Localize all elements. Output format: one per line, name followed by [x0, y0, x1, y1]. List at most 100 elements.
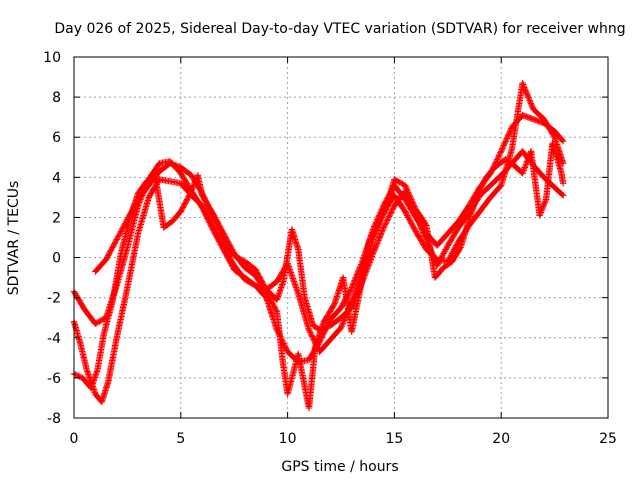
data-point: [423, 222, 438, 280]
data-point: [440, 259, 455, 271]
data-point: [220, 230, 237, 256]
data-point: [231, 262, 248, 282]
data-point: [382, 177, 398, 213]
data-point: [327, 315, 343, 329]
data-point: [209, 210, 226, 236]
y-tick-label: 10: [43, 50, 61, 66]
data-point: [365, 223, 380, 247]
data-point: [530, 105, 547, 122]
data-point: [433, 231, 450, 249]
data-point: [476, 183, 493, 199]
data-point: [455, 203, 472, 225]
data-point: [455, 211, 472, 231]
data-point: [231, 250, 248, 270]
data-point: [199, 202, 216, 228]
data-point: [160, 219, 175, 231]
data-point: [295, 246, 308, 300]
data-point: [295, 290, 312, 332]
data-point: [374, 207, 389, 229]
data-point: [220, 244, 237, 268]
data-point: [241, 258, 258, 272]
data-point: [152, 172, 167, 230]
data-point: [483, 165, 497, 181]
data-point: [508, 81, 526, 153]
y-tick-label: -2: [47, 291, 61, 307]
data-point: [498, 125, 515, 155]
data-point: [100, 300, 116, 337]
data-point: [94, 332, 107, 374]
data-point: [134, 179, 149, 197]
data-point: [536, 197, 549, 219]
data-point: [412, 206, 429, 228]
data-point: [357, 241, 372, 293]
data-point: [92, 315, 108, 327]
data-point: [92, 257, 109, 275]
y-tick-label: 4: [52, 170, 61, 186]
data-point: [412, 228, 429, 252]
data-point: [134, 195, 152, 237]
data-point: [263, 288, 280, 314]
data-point: [273, 279, 286, 303]
data-point: [559, 138, 567, 145]
data-point: [551, 134, 566, 165]
y-axis-label: SDTVAR / TECUs: [6, 181, 22, 296]
data-point: [466, 191, 481, 223]
data-point: [327, 325, 344, 343]
data-point: [70, 318, 84, 346]
x-axis-ticks: 0 5 10 15 20 25: [70, 57, 617, 447]
data-point: [348, 259, 365, 291]
y-axis-ticks: -8 -6 -4 -2 0 2 4 6 8 10: [43, 50, 608, 427]
data-point: [559, 160, 567, 167]
x-tick-label: 0: [70, 431, 79, 447]
data-point: [540, 116, 557, 140]
data-point: [316, 337, 333, 355]
y-tick-label: 2: [52, 210, 61, 226]
data-point: [559, 192, 567, 199]
x-tick-label: 5: [176, 431, 185, 447]
data-point: [105, 336, 120, 386]
data-point: [401, 208, 419, 234]
data-point: [305, 344, 319, 412]
x-tick-label: 25: [599, 431, 617, 447]
chart-title: Day 026 of 2025, Sidereal Day-to-day VTE…: [54, 21, 625, 37]
data-point: [557, 168, 567, 185]
data-point: [102, 237, 120, 263]
data-point: [301, 294, 316, 328]
data-series: [70, 79, 567, 412]
data-point: [252, 272, 269, 294]
data-point: [474, 175, 489, 197]
data-point: [487, 183, 504, 201]
data-point: [348, 288, 364, 335]
y-tick-label: 8: [52, 90, 61, 106]
data-point: [194, 172, 205, 197]
data-point: [199, 192, 216, 216]
y-tick-label: 6: [52, 130, 61, 146]
x-tick-label: 10: [279, 431, 297, 447]
data-point: [113, 286, 131, 341]
data-point: [549, 140, 564, 173]
data-point: [124, 231, 141, 291]
data-point: [124, 203, 141, 251]
data-point: [444, 239, 461, 265]
data-point: [551, 184, 566, 198]
data-point: [431, 265, 446, 281]
data-point: [109, 251, 124, 305]
data-point: [312, 320, 327, 349]
data-point: [126, 191, 141, 223]
data-point: [391, 192, 408, 214]
x-axis-label: GPS time / hours: [281, 459, 398, 475]
data-point: [369, 225, 387, 257]
data-point: [391, 176, 407, 188]
x-tick-label: 20: [492, 431, 510, 447]
data-point: [284, 260, 301, 296]
series-track-2: [70, 148, 567, 406]
data-point: [177, 170, 194, 194]
y-tick-label: -6: [47, 371, 61, 387]
data-point: [487, 173, 504, 189]
data-point: [444, 219, 461, 237]
data-point: [241, 264, 258, 278]
data-point: [81, 306, 98, 326]
data-point: [77, 340, 90, 372]
data-point: [476, 195, 493, 215]
